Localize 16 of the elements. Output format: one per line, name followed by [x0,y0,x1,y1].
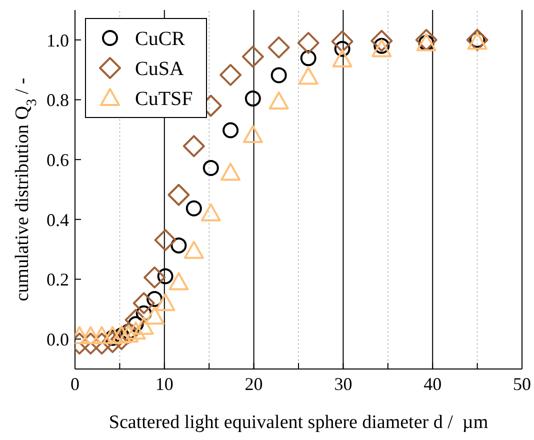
y-tick-label: 0.4 [46,210,69,230]
legend-label: CuTSF [135,88,193,110]
legend-label: CuSA [135,58,184,80]
y-tick-label: 1.0 [46,30,69,50]
x-tick-label: 10 [155,374,174,394]
y-tick-label: 0.8 [46,90,69,110]
x-tick-label: 50 [513,374,531,394]
x-tick-label: 0 [70,374,80,394]
x-tick-label: 30 [334,374,352,394]
legend-label: CuCR [135,28,186,50]
x-axis-title: Scattered light equivalent sphere diameter d / µm [108,412,488,433]
y-tick-label: 0.0 [46,329,69,350]
x-tick-label: 40 [424,374,442,394]
y-tick-label: 0.6 [46,150,69,170]
y-tick-label: 0.2 [46,270,69,290]
x-tick-label: 20 [244,374,263,394]
